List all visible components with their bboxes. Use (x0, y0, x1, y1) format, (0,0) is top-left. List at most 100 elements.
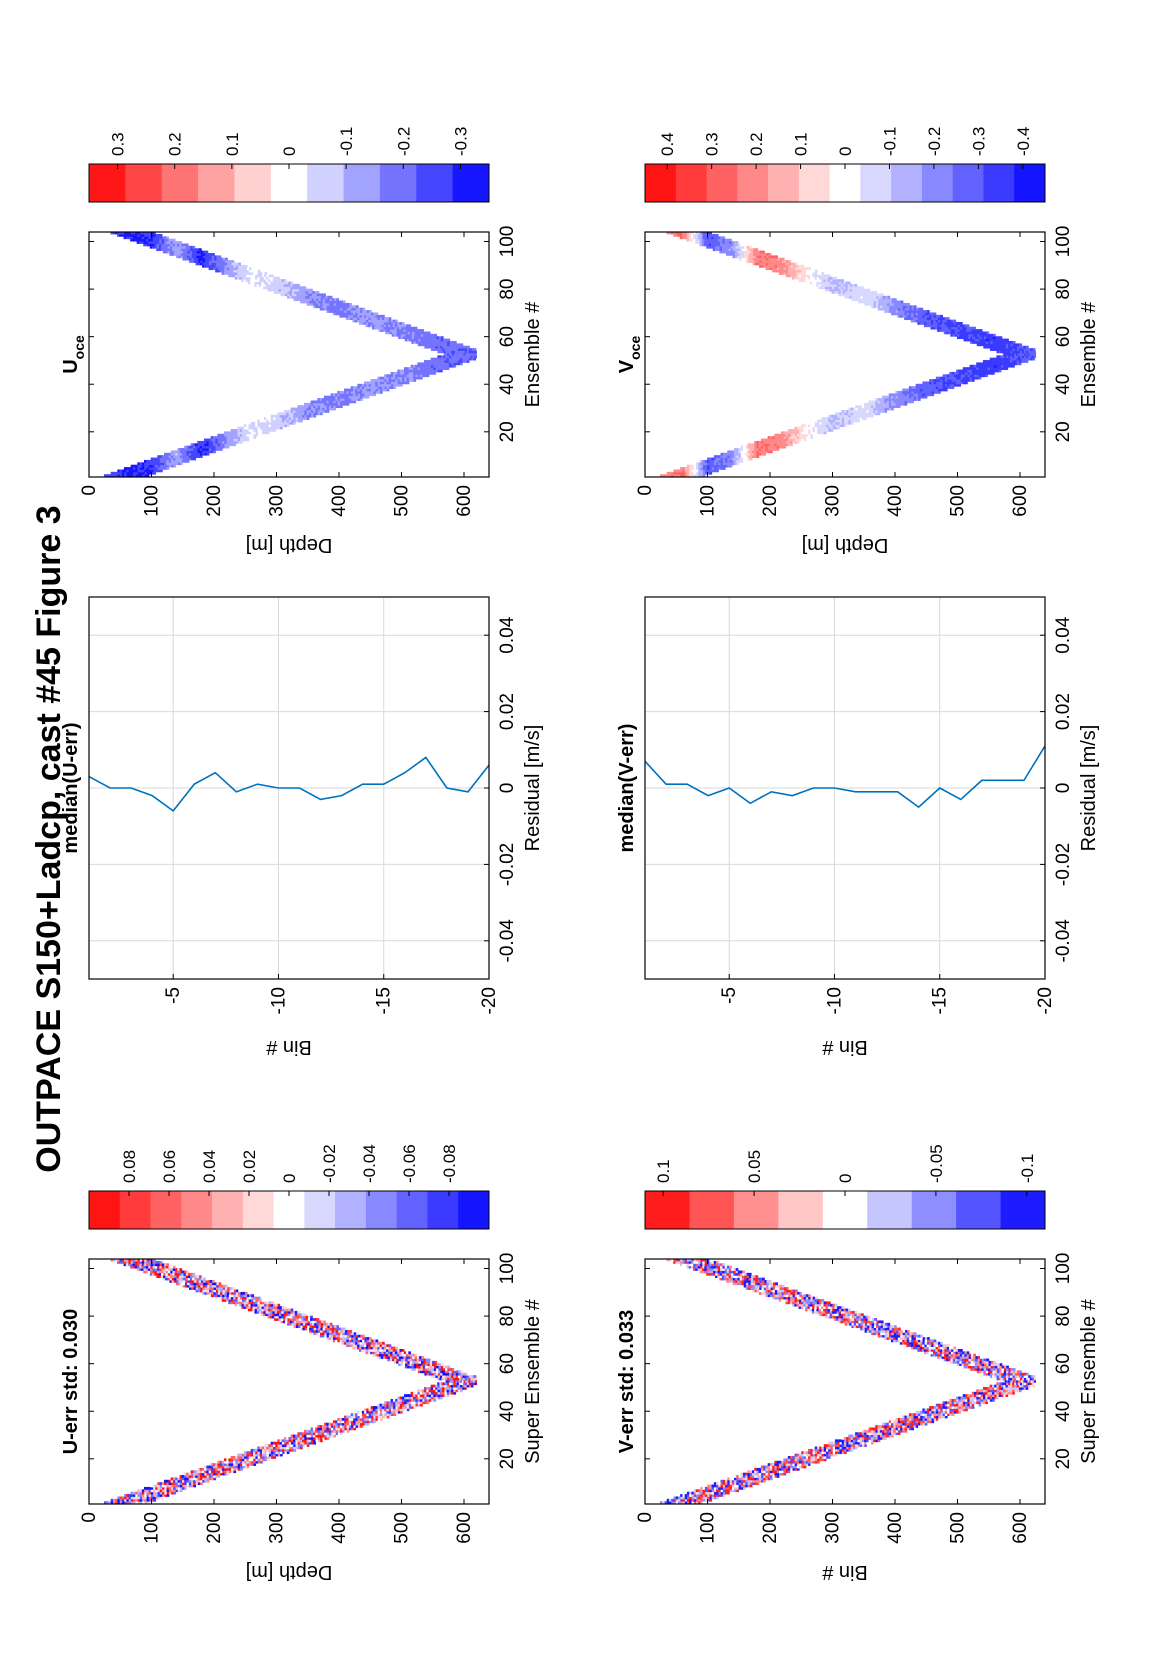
heatmap-cell (315, 1434, 319, 1438)
heatmap-cell (259, 1446, 263, 1450)
colorbar-tick-label: 0.02 (240, 1150, 259, 1183)
heatmap-cell (329, 295, 333, 299)
heatmap-cell (233, 1470, 237, 1474)
x-tick-label: 0 (497, 783, 518, 794)
heatmap-cell (342, 1422, 345, 1426)
heatmap-cell (221, 1460, 225, 1464)
heatmap-cell (446, 1391, 450, 1395)
heatmap-cell (288, 1446, 292, 1450)
heatmap-cell (190, 1472, 194, 1476)
heatmap-cell (293, 1448, 297, 1452)
heatmap-cell (319, 1425, 323, 1428)
heatmap-cell (135, 1496, 138, 1500)
heatmap-cell (311, 1441, 314, 1445)
heatmap-cell (417, 1394, 421, 1397)
heatmap-cell (313, 1429, 316, 1433)
heatmap-cell (157, 1494, 161, 1497)
heatmap-cell (433, 1396, 436, 1400)
heatmap-cell (377, 1403, 380, 1407)
heatmap-cell (253, 1460, 256, 1464)
heatmap-cell (466, 360, 470, 363)
heatmap-cell (284, 1439, 287, 1443)
heatmap-cell (399, 1403, 403, 1407)
heatmap-cell (266, 1453, 270, 1457)
heatmap-cell (268, 1456, 272, 1459)
heatmap-cell (344, 1425, 347, 1428)
heatmap-cell (400, 1410, 403, 1414)
heatmap-cell (211, 1472, 214, 1476)
heatmap-cell (390, 1401, 394, 1405)
heatmap-cell (293, 1436, 296, 1440)
heatmap-cell (150, 1491, 154, 1495)
heatmap-cell (370, 1410, 374, 1414)
heatmap-cell (128, 1498, 132, 1502)
heatmap-cell (756, 1482, 760, 1485)
heatmap-cell (466, 1387, 470, 1390)
heatmap-cell (355, 1420, 359, 1424)
heatmap-cell (238, 1289, 241, 1293)
heatmap-cell (391, 1408, 394, 1412)
heatmap-cell (419, 1391, 423, 1395)
heatmap-cell (126, 1494, 129, 1497)
heatmap-cell (226, 1465, 230, 1469)
heatmap-cell (313, 414, 317, 418)
heatmap-cell (359, 1420, 363, 1424)
heatmap-cell (395, 1401, 398, 1405)
heatmap-cell (397, 1406, 401, 1409)
heatmap-cell (313, 1432, 316, 1436)
heatmap-cell (150, 1486, 154, 1490)
heatmap-cell (402, 1401, 405, 1405)
heatmap-cell (159, 1260, 163, 1264)
heatmap-cell (375, 1339, 379, 1343)
heatmap-cell (188, 1472, 192, 1476)
heatmap-cell (346, 1422, 350, 1426)
heatmap-cell (188, 1482, 192, 1485)
heatmap-cell (320, 1439, 323, 1443)
heatmap-cell (342, 1425, 345, 1428)
heatmap-cell (255, 1448, 258, 1452)
heatmap-cell (395, 1406, 399, 1409)
heatmap-cell (244, 1456, 247, 1459)
heatmap-cell (348, 1427, 352, 1431)
heatmap-cell (306, 1434, 310, 1438)
heatmap-cell (776, 1475, 780, 1478)
heatmap-cell (371, 1420, 374, 1424)
heatmap-cell (911, 1427, 914, 1431)
heatmap-cell (199, 1467, 203, 1471)
heatmap-cell (317, 1427, 321, 1431)
heatmap-cell (375, 1417, 379, 1421)
heatmap-cell (817, 1460, 820, 1464)
heatmap-cell (377, 1406, 381, 1409)
heatmap-cell (316, 1318, 320, 1321)
heatmap-cell (261, 1446, 265, 1450)
colorbar-tick-label: 0.3 (109, 132, 128, 156)
heatmap-cell (339, 1427, 343, 1431)
heatmap-cell (368, 1408, 372, 1412)
heatmap-cell (146, 1498, 150, 1502)
colorbar-segment (89, 164, 126, 202)
heatmap-cell (208, 1467, 212, 1471)
x-tick-label: 20 (497, 421, 518, 442)
heatmap-cell (164, 1486, 167, 1490)
heatmap-cell (408, 1403, 412, 1407)
heatmap-cell (137, 1496, 141, 1500)
heatmap-cell (333, 1425, 336, 1428)
heatmap-cell (175, 1484, 179, 1488)
heatmap-cell (192, 1470, 196, 1474)
heatmap-cell (349, 1329, 353, 1333)
heatmap-cell (191, 1482, 194, 1485)
heatmap-cell (364, 1422, 368, 1426)
heatmap-cell (206, 1470, 210, 1474)
heatmap-cell (388, 1408, 392, 1412)
heatmap-cell (373, 1420, 377, 1424)
heatmap-cell (280, 426, 283, 430)
heatmap-cell (397, 1408, 401, 1412)
heatmap-cell (401, 321, 405, 325)
heatmap-cell (273, 1456, 277, 1459)
heatmap-cell (368, 1413, 372, 1416)
heatmap-cell (460, 362, 463, 366)
colorbar-segment (458, 1191, 490, 1229)
heatmap-cell (275, 1446, 278, 1450)
heatmap-cell (164, 1479, 167, 1483)
heatmap-cell (208, 1470, 212, 1474)
